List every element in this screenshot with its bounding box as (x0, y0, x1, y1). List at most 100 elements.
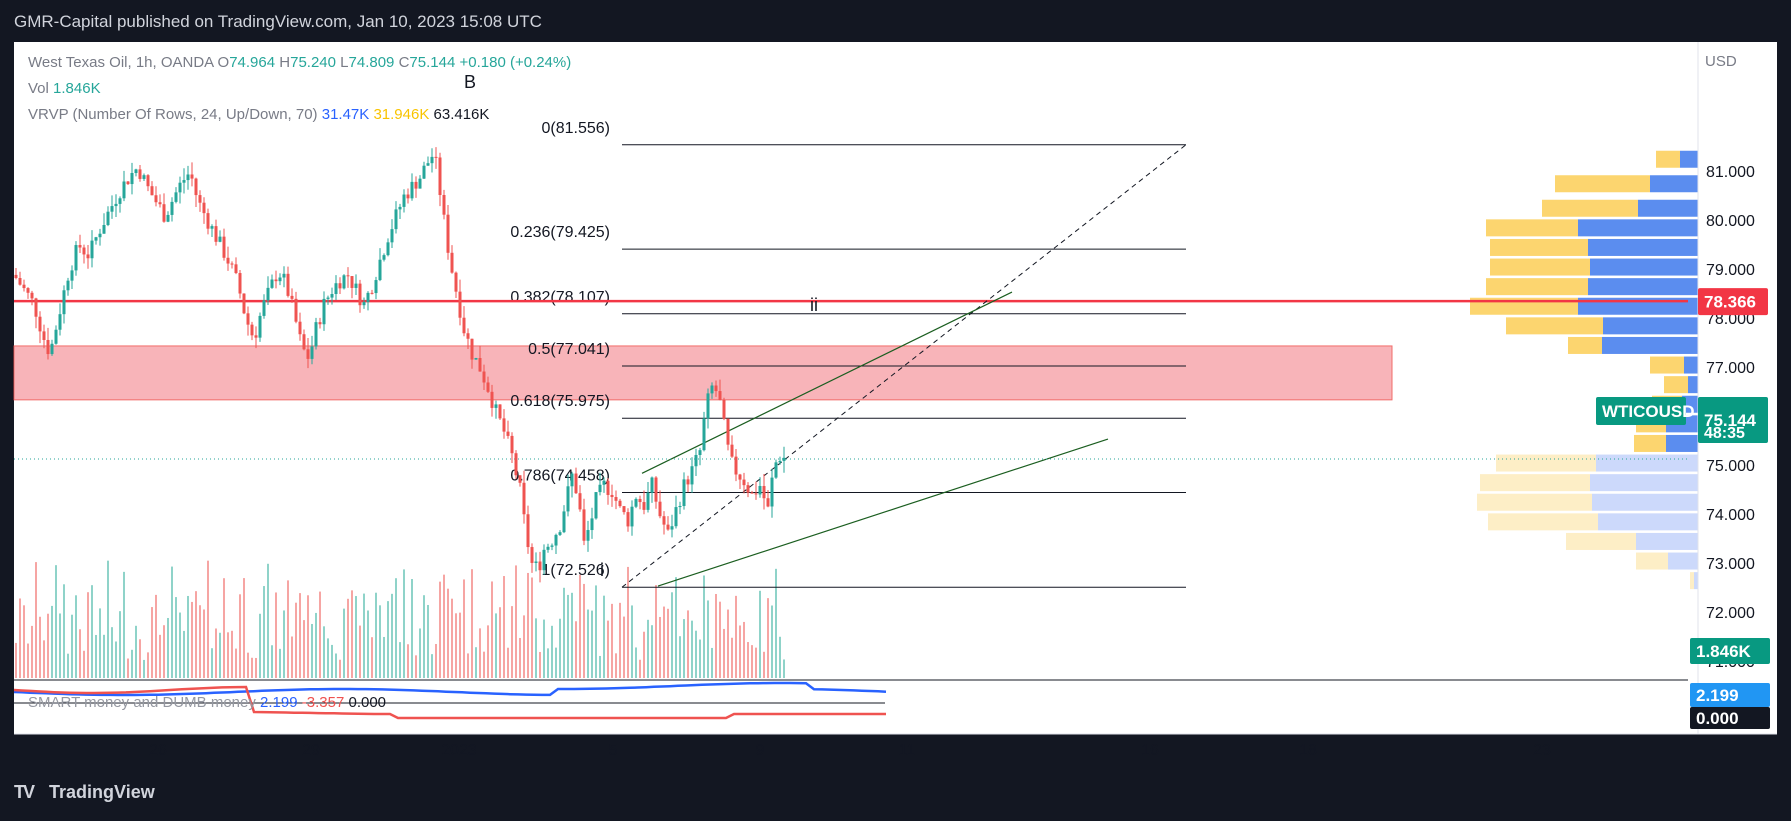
candle-body (690, 466, 694, 485)
candle-body (666, 524, 670, 530)
volume-bar (783, 659, 785, 678)
volume-profile-down (1636, 552, 1668, 570)
candle-body (134, 169, 138, 173)
volume-bar (71, 614, 73, 678)
volume-bar (771, 605, 773, 678)
y-tick-label: 79.000 (1706, 262, 1755, 279)
volume-bar (135, 625, 137, 678)
volume-profile-down (1542, 199, 1638, 217)
publish-header: GMR-Capital published on TradingView.com… (0, 0, 1791, 42)
smart-money-badge-bg[interactable] (1690, 683, 1770, 707)
candle-body (770, 477, 774, 507)
candle-body (678, 506, 682, 508)
volume-bar (459, 612, 461, 678)
low-label: L (340, 54, 349, 71)
volume-bar (315, 612, 317, 678)
volume-bar (259, 613, 261, 678)
volume-profile-up (1592, 493, 1698, 511)
volume-profile-up (1588, 278, 1698, 296)
volume-profile-up (1638, 199, 1698, 217)
last-price-badge-bg[interactable] (1698, 397, 1768, 443)
candle-body (74, 245, 78, 271)
volume-bar (291, 636, 293, 678)
volume-bar (515, 565, 517, 678)
volume-bar (195, 591, 197, 678)
candle-body (742, 479, 746, 486)
volume-bar (743, 621, 745, 678)
brand-name: TradingView (49, 782, 155, 802)
fib-level-label: 0.5(77.041) (528, 341, 610, 358)
candle-body (198, 195, 202, 203)
candle-body (534, 561, 538, 563)
low-value: 74.809 (348, 54, 395, 71)
candle-body (202, 202, 206, 214)
dumb-money-badge-bg[interactable] (1690, 707, 1770, 729)
volume-bar (471, 569, 473, 678)
volume-bar (415, 655, 417, 678)
symbol-badge-bg[interactable] (1596, 397, 1686, 425)
candle-body (258, 315, 262, 338)
symbol-label[interactable]: West Texas Oil, 1h, OANDA (28, 54, 214, 71)
candle-body (210, 226, 214, 229)
volume-bar (611, 603, 613, 678)
volume-bar (375, 592, 377, 678)
volume-bar (575, 621, 577, 678)
volume-bar (607, 620, 609, 678)
candle-body (398, 206, 402, 210)
fib-level-label: 0.786(74.458) (510, 468, 610, 485)
red-line-price-badge-bg[interactable] (1698, 288, 1768, 316)
volume-bar (719, 601, 721, 678)
volume-profile-up (1636, 532, 1698, 550)
volume-bar (159, 634, 161, 678)
volume-bar (599, 655, 601, 678)
fib-trend-line[interactable] (621, 144, 1187, 588)
volume-bar (767, 598, 769, 678)
supply-zone[interactable] (13, 345, 1393, 401)
candle-body (626, 512, 630, 527)
volume-bar (735, 595, 737, 678)
volume-bar (423, 595, 425, 678)
volume-bar (695, 630, 697, 678)
volume-bar (567, 594, 569, 678)
volume-bar (687, 610, 689, 678)
fib-level-label: 0.618(75.975) (510, 393, 610, 410)
volume-bar (351, 590, 353, 678)
volume-bar (103, 634, 105, 678)
y-tick-label: 81.000 (1706, 164, 1755, 181)
volume-badge-bg[interactable] (1690, 638, 1770, 664)
candle-body (250, 324, 254, 336)
volume-bar (491, 581, 493, 678)
candle-body (546, 546, 550, 550)
candle-body (438, 157, 442, 196)
volume-bar (279, 648, 281, 678)
candle-body (330, 294, 334, 298)
volume-profile-up (1598, 513, 1698, 531)
volume-bar (31, 625, 33, 678)
volume-profile-up (1590, 474, 1698, 492)
tradingview-footer[interactable]: TV TradingView (14, 782, 155, 803)
volume-bar (391, 593, 393, 678)
volume-bar (571, 592, 573, 678)
candle-body (246, 313, 250, 325)
channel-lower-line[interactable] (657, 438, 1109, 587)
volume-bar (579, 574, 581, 678)
volume-bar (751, 645, 753, 678)
vrvp-label[interactable]: VRVP (Number Of Rows, 24, Up/Down, 70) (28, 106, 318, 123)
volume-profile-down (1566, 532, 1636, 550)
smart-value: 2.199 (260, 694, 298, 711)
candle-body (698, 450, 702, 455)
candle-body (82, 247, 86, 255)
volume-bar (163, 625, 165, 678)
volume-bar (227, 632, 229, 678)
volume-profile-up (1596, 454, 1698, 472)
volume-profile-up (1588, 238, 1698, 256)
candle-body (630, 506, 634, 527)
volume-bar (651, 625, 653, 678)
volume-bar (543, 619, 545, 678)
wave-label-i: i (600, 560, 604, 580)
vol-label[interactable]: Vol (28, 80, 49, 97)
candle-body (758, 486, 762, 495)
volume-bar (299, 593, 301, 678)
smart-label[interactable]: SMART money and DUMB money (28, 694, 256, 711)
